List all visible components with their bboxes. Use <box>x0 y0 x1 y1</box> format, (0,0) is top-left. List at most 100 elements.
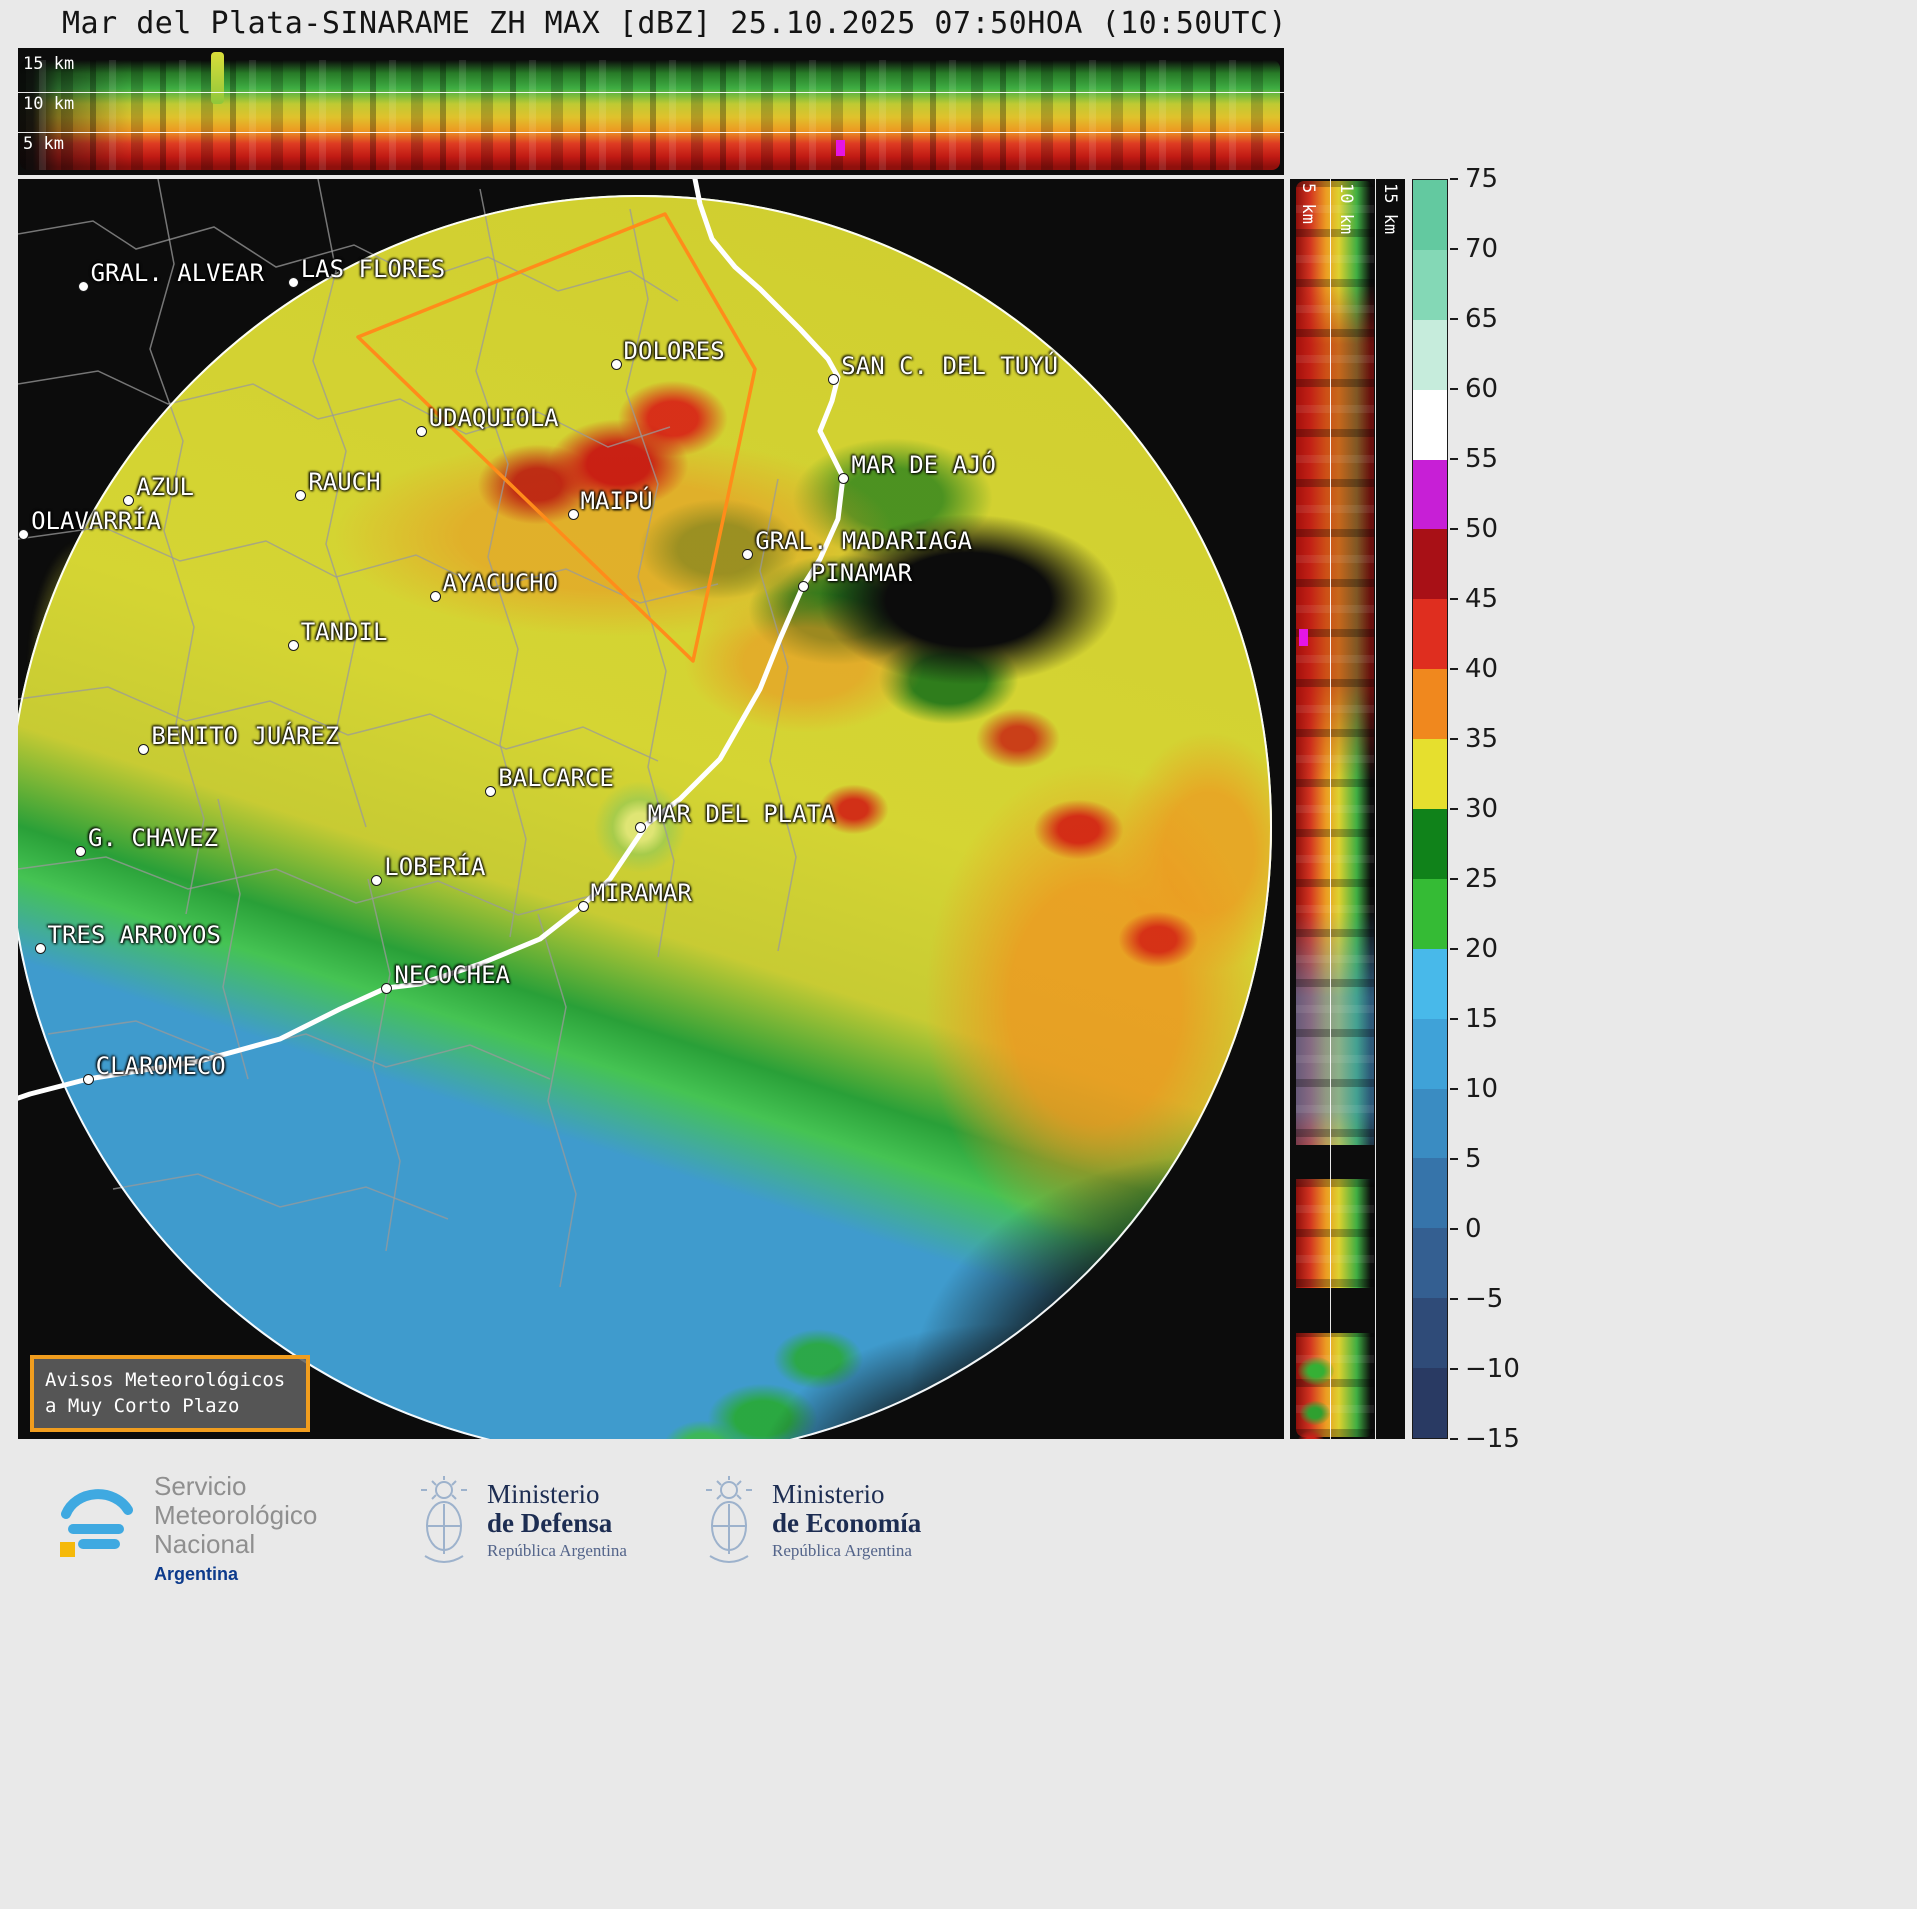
colorbar-tick-mark <box>1450 808 1458 810</box>
colorbar-tick: −15 <box>1450 1424 1520 1454</box>
colorbar-tick-label: −15 <box>1465 1424 1520 1454</box>
city-label: NECOCHEA <box>394 960 510 989</box>
colorbar-tick-label: 35 <box>1465 723 1499 754</box>
warning-polygon <box>356 212 757 663</box>
city-label: TANDIL <box>300 618 388 647</box>
right-cross-section-echo <box>1296 181 1374 1437</box>
city-dot <box>567 509 579 521</box>
city-dot <box>838 472 850 484</box>
colorbar-tick-label: 10 <box>1465 1074 1499 1104</box>
city-dot <box>828 374 840 386</box>
radar-map-panel: GRAL. ALVEAR LAS FLORES DOLORES SAN C. DEL … <box>18 179 1284 1439</box>
height-gridline-5km <box>18 132 1284 133</box>
city-dot <box>429 591 441 603</box>
city-label: UDAQUIOLA <box>428 404 559 432</box>
city-dot <box>287 277 299 289</box>
top-cross-section-echo <box>20 60 1280 170</box>
colorbar-tick-mark <box>1450 1228 1458 1230</box>
echo-gap <box>1290 1288 1405 1333</box>
colorbar-segment <box>1413 1368 1447 1439</box>
city-dot <box>742 549 754 561</box>
colorbar-tick: 15 <box>1450 1004 1498 1034</box>
colorbar-segment <box>1413 669 1447 740</box>
colorbar-segment <box>1413 180 1447 250</box>
colorbar-tick-label: 0 <box>1465 1214 1482 1244</box>
colorbar-tick: 50 <box>1450 514 1498 544</box>
city-dot <box>610 359 622 371</box>
city-label: TRES ARROYOS <box>47 920 221 949</box>
smn-swirl-icon <box>60 1489 133 1558</box>
colorbar-tick: −5 <box>1450 1284 1503 1314</box>
city-label: OLAVARRÍA <box>31 507 162 536</box>
echo-gap <box>1290 1145 1405 1179</box>
colorbar-tick-label: 75 <box>1465 164 1499 194</box>
colorbar-segment <box>1413 1228 1447 1299</box>
height-gridline-10km <box>1330 179 1331 1439</box>
colorbar-tick: 60 <box>1450 374 1498 404</box>
admin-boundaries <box>18 179 797 1288</box>
defensa-line2: de Defensa <box>487 1507 613 1538</box>
colorbar-tick: 75 <box>1450 164 1498 194</box>
city-label: AZUL <box>136 473 194 502</box>
city-dot <box>797 580 809 592</box>
economia-line2: de Economía <box>772 1507 922 1538</box>
colorbar-tick-mark <box>1450 1297 1458 1300</box>
colorbar-segment <box>1413 1088 1447 1159</box>
colorbar-tick-label: 45 <box>1465 584 1499 614</box>
city-dot <box>634 821 646 833</box>
city-label: G. CHAVEZ <box>88 823 219 852</box>
city-label: CLAROMECO <box>95 1051 226 1080</box>
colorbar-tick: 25 <box>1450 864 1498 894</box>
city-dot <box>34 942 46 954</box>
city-label: MIRAMAR <box>590 879 692 908</box>
economia-logo-group: Ministerio de Economía República Argenti… <box>700 1474 921 1566</box>
smn-name-line2: Meteorológico <box>154 1500 318 1531</box>
echo-top-spike <box>211 52 224 104</box>
city-label: LAS FLORES <box>300 255 446 284</box>
reflectivity-colorbar <box>1412 179 1448 1439</box>
city-dot <box>82 1073 94 1085</box>
city-label: DOLORES <box>623 337 725 366</box>
height-label-15km: 15 km <box>1380 183 1400 235</box>
economia-subtitle: República Argentina <box>772 1540 912 1560</box>
city-dot <box>295 490 307 502</box>
colorbar-tick: −10 <box>1450 1354 1520 1384</box>
colorbar-segment <box>1413 948 1447 1019</box>
colorbar-tick: 5 <box>1450 1144 1482 1174</box>
height-label-10km: 10 km <box>23 94 75 114</box>
colorbar-tick-label: 65 <box>1465 303 1499 334</box>
colorbar-tick-label: 15 <box>1465 1004 1499 1034</box>
height-label-15km: 15 km <box>23 54 75 74</box>
colorbar-segment <box>1413 809 1447 879</box>
warning-badge[interactable]: Avisos Meteorológicos a Muy Corto Plazo <box>30 1355 310 1433</box>
coat-of-arms-icon <box>706 1476 752 1563</box>
echo-blob <box>1298 1357 1334 1385</box>
colorbar-segment <box>1413 529 1447 600</box>
page-title: Mar del Plata-SINARAME ZH MAX [dBZ] 25.1… <box>62 6 1288 41</box>
city-dot <box>371 874 383 886</box>
warning-line-1: Avisos Meteorológicos <box>45 1369 286 1391</box>
smn-name-line1: Servicio <box>154 1471 247 1501</box>
colorbar-tick: 40 <box>1450 654 1498 684</box>
height-label-5km: 5 km <box>23 134 64 154</box>
colorbar-segment <box>1413 1158 1447 1229</box>
city-label: MAR DEL PLATA <box>647 799 836 828</box>
colorbar-tick: 10 <box>1450 1074 1498 1104</box>
colorbar-segment <box>1413 389 1447 460</box>
city-label: GRAL. ALVEAR <box>90 259 264 288</box>
colorbar-tick-mark <box>1450 668 1458 670</box>
colorbar-tick-label: 30 <box>1465 794 1499 824</box>
colorbar-tick-mark <box>1450 528 1458 530</box>
colorbar-tick-mark <box>1450 388 1458 390</box>
hail-core-pixel <box>836 140 845 156</box>
colorbar-segment <box>1413 599 1447 670</box>
colorbar-tick-mark <box>1450 1368 1458 1370</box>
colorbar-tick-label: 25 <box>1465 864 1499 894</box>
colorbar-tick: 30 <box>1450 794 1498 824</box>
city-label: GRAL. MADARIAGA <box>755 527 972 556</box>
colorbar-tick-label: 5 <box>1465 1144 1482 1174</box>
smn-name-line3: Nacional <box>154 1529 256 1560</box>
city-label: AYACUCHO <box>442 569 559 598</box>
city-label: MAIPÚ <box>580 487 653 516</box>
colorbar-tick-mark <box>1450 737 1458 740</box>
